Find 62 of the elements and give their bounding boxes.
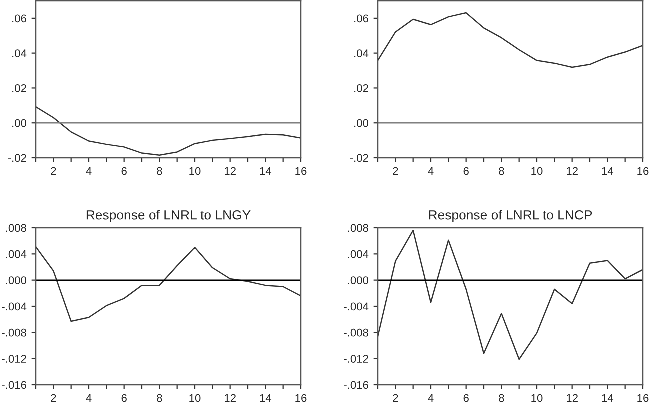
line-series bbox=[36, 106, 301, 156]
x-tick-label: 8 bbox=[157, 394, 162, 402]
x-tick-label: 16 bbox=[296, 167, 307, 176]
x-tick-label: 4 bbox=[86, 394, 92, 402]
line-series bbox=[36, 246, 301, 322]
x-tick-label: 6 bbox=[464, 167, 469, 176]
x-tick-label: 8 bbox=[499, 167, 504, 176]
y-tick-label: -.02 bbox=[350, 154, 368, 162]
x-tick-label: 14 bbox=[260, 394, 272, 402]
y-tick-label: .06 bbox=[12, 14, 26, 23]
y-tick-label: .02 bbox=[12, 84, 26, 92]
x-tick-label: 12 bbox=[567, 167, 578, 176]
y-tick-label: -.012 bbox=[2, 355, 26, 363]
y-tick-label: -.02 bbox=[8, 154, 26, 162]
y-tick-label: -.008 bbox=[2, 328, 26, 337]
y-tick-label: .008 bbox=[348, 224, 368, 232]
y-tick-label: .000 bbox=[348, 276, 369, 284]
x-tick-label: 10 bbox=[532, 394, 543, 402]
x-tick-label: 6 bbox=[122, 394, 127, 402]
chart-title: Response of LNRL to LNCP bbox=[429, 210, 592, 222]
y-tick-label: .02 bbox=[354, 84, 368, 92]
x-tick-label: 10 bbox=[532, 167, 543, 176]
y-tick-label: .000 bbox=[6, 276, 27, 284]
y-tick-label: -.016 bbox=[2, 381, 26, 390]
x-tick-label: 4 bbox=[428, 394, 434, 402]
line-series bbox=[378, 230, 643, 360]
x-tick-label: 2 bbox=[51, 167, 56, 176]
y-tick-label: .04 bbox=[12, 50, 27, 58]
x-tick-label: 14 bbox=[602, 167, 614, 176]
y-tick-label: -.004 bbox=[2, 302, 27, 311]
x-tick-label: 10 bbox=[190, 167, 201, 176]
x-tick-label: 12 bbox=[567, 394, 578, 402]
x-tick-label: 6 bbox=[122, 167, 127, 176]
x-tick-label: 14 bbox=[260, 167, 272, 176]
chart-title: Response of LNRL to LNGY bbox=[86, 210, 251, 222]
x-tick-label: 16 bbox=[638, 167, 649, 176]
y-tick-label: .00 bbox=[12, 119, 27, 128]
y-tick-label: -.004 bbox=[344, 302, 369, 311]
y-tick-label: .004 bbox=[6, 250, 27, 258]
x-tick-label: 2 bbox=[393, 167, 398, 176]
y-tick-label: -.016 bbox=[344, 381, 368, 390]
y-tick-label: -.012 bbox=[344, 355, 368, 363]
x-tick-label: 8 bbox=[499, 394, 504, 402]
x-tick-label: 4 bbox=[86, 167, 92, 176]
x-tick-label: 8 bbox=[157, 167, 162, 176]
y-tick-label: -.008 bbox=[344, 328, 368, 337]
y-tick-label: .00 bbox=[354, 119, 369, 128]
x-tick-label: 2 bbox=[51, 394, 56, 402]
x-tick-label: 16 bbox=[638, 394, 649, 402]
x-tick-label: 12 bbox=[225, 167, 236, 176]
y-tick-label: .008 bbox=[6, 224, 26, 232]
x-tick-label: 2 bbox=[393, 394, 398, 402]
x-tick-label: 14 bbox=[602, 394, 614, 402]
y-tick-label: .004 bbox=[348, 250, 369, 258]
x-tick-label: 10 bbox=[190, 394, 201, 402]
line-series bbox=[378, 12, 643, 68]
y-tick-label: .06 bbox=[354, 14, 368, 23]
x-tick-label: 16 bbox=[296, 394, 307, 402]
y-tick-label: .04 bbox=[354, 50, 369, 58]
x-tick-label: 4 bbox=[428, 167, 434, 176]
x-tick-label: 6 bbox=[464, 394, 469, 402]
x-tick-label: 12 bbox=[225, 394, 236, 402]
